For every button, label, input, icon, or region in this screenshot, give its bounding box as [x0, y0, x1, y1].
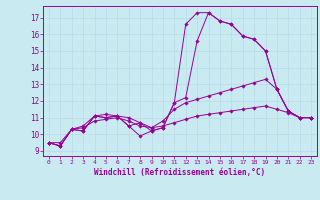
X-axis label: Windchill (Refroidissement éolien,°C): Windchill (Refroidissement éolien,°C) — [94, 168, 266, 177]
